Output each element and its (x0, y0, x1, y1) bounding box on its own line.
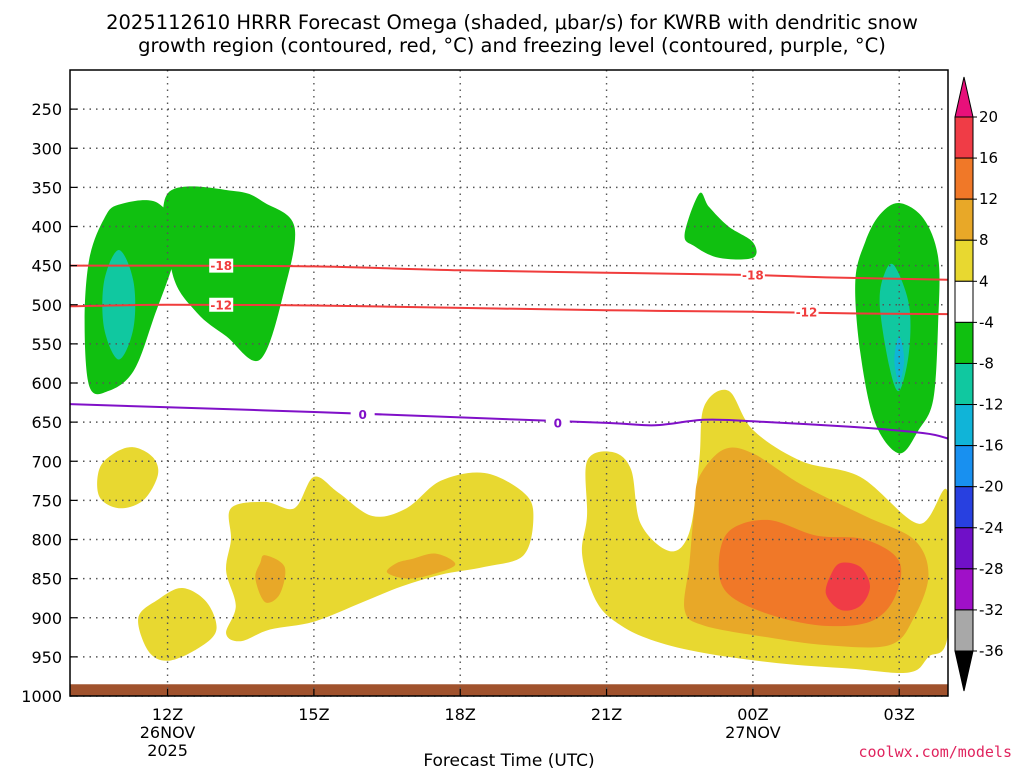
contour-dendritic-top (70, 264, 948, 281)
contour-label-bg-1 (209, 297, 234, 312)
x-tick-label: 15Z (298, 705, 329, 724)
y-tick-label: 500 (31, 296, 62, 315)
chart-title-line1: 2025112610 HRRR Forecast Omega (shaded, … (106, 11, 918, 34)
contour-label-bg-0 (209, 258, 234, 273)
gridlines (70, 70, 948, 697)
omega-region-2 (163, 186, 296, 362)
omega-region-9 (226, 472, 534, 642)
colorbar-swatch (954, 239, 974, 282)
y-tick-label: 550 (31, 335, 62, 354)
ground-band (70, 684, 948, 696)
colorbar: 20 16 12 8 4 -4 -8 -12 -16 -20 -24 -28 -32 -36 (954, 76, 1004, 692)
contour-label-bg-4 (350, 407, 375, 422)
y-tick-label: 300 (31, 139, 62, 158)
ground-rect (70, 684, 948, 696)
colorbar-tick-label: -36 (979, 642, 1004, 660)
colorbar-swatch (954, 609, 974, 652)
colorbar-swatch (954, 198, 974, 241)
y-tick-label: 900 (31, 609, 62, 628)
colorbar-tick-label: 4 (979, 272, 989, 290)
x-tick-date: 26NOV (140, 723, 196, 742)
y-tick-label: 750 (31, 491, 62, 510)
y-tick-label: 850 (31, 570, 62, 589)
omega-region-11 (386, 553, 456, 579)
x-tick-date: 27NOV (725, 723, 781, 742)
colorbar-swatch (954, 157, 974, 200)
x-axis-label: Forecast Time (UTC) (423, 751, 594, 768)
colorbar-swatch (954, 486, 974, 529)
y-axis: 250 300 350 400 450 500 550 600 650 700 750 800 850 9… (21, 100, 77, 706)
contour-label-3: -12 (796, 305, 818, 319)
x-tick-label: 03Z (884, 705, 915, 724)
y-tick-label: 950 (31, 648, 62, 667)
y-tick-label: 1000 (21, 687, 62, 706)
y-tick-label: 400 (31, 218, 62, 237)
y-tick-label: 450 (31, 257, 62, 276)
contour-label-4: 0 (358, 408, 366, 422)
colorbar-tick-label: -24 (979, 519, 1004, 537)
x-tick-year: 2025 (147, 741, 188, 760)
contour-label-0: -18 (210, 259, 232, 273)
y-tick-label: 600 (31, 374, 62, 393)
x-tick-label: 21Z (591, 705, 622, 724)
contour-label-bg-5 (545, 415, 570, 430)
colorbar-swatch (954, 362, 974, 406)
x-tick-label: 12Z (152, 705, 183, 724)
colorbar-swatch (954, 321, 974, 364)
x-tick-label: 00Z (737, 705, 768, 724)
colorbar-swatch (954, 568, 974, 611)
colorbar-top-arrow (954, 76, 974, 118)
omega-region-10 (255, 555, 286, 603)
contour-label-bg-3 (794, 304, 819, 319)
colorbar-tick-label: -20 (979, 478, 1004, 496)
contour-dendritic-bottom (70, 303, 948, 316)
y-tick-label: 800 (31, 531, 62, 550)
y-tick-label: 350 (31, 178, 62, 197)
contour-label-bg-2 (740, 268, 765, 283)
x-tick-label: 18Z (445, 705, 476, 724)
omega-region-6 (894, 336, 905, 383)
colorbar-swatch (954, 116, 974, 159)
colorbar-tick-label: 16 (979, 149, 998, 167)
temperature-contours: -18 -12 -18 -12 0 0 (70, 258, 948, 440)
contour-freezing-level (70, 403, 948, 440)
colorbar-bottom-arrow (954, 650, 974, 692)
contour-label-5: 0 (554, 416, 562, 430)
contour-label-1: -12 (210, 298, 232, 312)
omega-shading (84, 186, 948, 673)
colorbar-tick-label: 8 (979, 231, 989, 249)
omega-region-15 (825, 562, 870, 611)
colorbar-tick-label: -8 (979, 354, 994, 372)
y-tick-label: 650 (31, 413, 62, 432)
colorbar-tick-label: -12 (979, 396, 1004, 414)
colorbar-swatch (954, 445, 974, 488)
y-tick-label: 250 (31, 100, 62, 119)
colorbar-swatch (954, 404, 974, 447)
colorbar-tick-label: -32 (979, 601, 1004, 619)
chart-title-line2: growth region (contoured, red, °C) and f… (138, 34, 886, 57)
colorbar-tick-label: 20 (979, 108, 998, 126)
omega-region-7 (97, 447, 159, 509)
colorbar-tick-label: -4 (979, 313, 994, 331)
omega-region-8 (138, 587, 217, 661)
colorbar-swatch (954, 280, 974, 323)
contour-label-2: -18 (742, 269, 764, 283)
colorbar-tick-label: -16 (979, 437, 1004, 455)
colorbar-swatch (954, 527, 974, 570)
y-tick-label: 700 (31, 452, 62, 471)
credit-text: coolwx.com/models (858, 743, 1012, 761)
colorbar-tick-label: 12 (979, 190, 998, 208)
colorbar-tick-label: -28 (979, 560, 1004, 578)
